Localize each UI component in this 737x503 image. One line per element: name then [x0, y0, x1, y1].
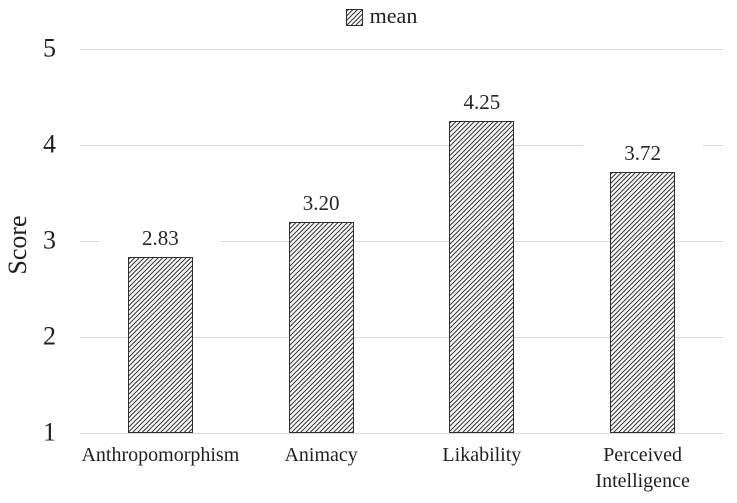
gridline: [80, 240, 723, 242]
bar-animacy: [288, 221, 354, 433]
x-category-label: Animacy: [284, 444, 358, 466]
y-tick-label: 5: [43, 33, 56, 63]
plot-area: 2.83 3.20 4.25 3.72: [80, 48, 723, 434]
x-category-label: Perceived Intelligence: [595, 444, 690, 492]
value-label-likability: 4.25: [421, 90, 542, 114]
gridline: [80, 48, 723, 50]
gridline: [80, 432, 723, 434]
y-tick-label: 3: [43, 225, 56, 255]
bar-likability: [449, 121, 515, 433]
bar-anthropomorphism: [127, 257, 193, 433]
value-label-animacy: 3.20: [261, 191, 382, 215]
value-label-perceived-intelligence: 3.72: [582, 141, 703, 165]
gridline: [80, 144, 723, 146]
y-tick-label: 4: [43, 129, 56, 159]
x-category-label: Anthropomorphism: [81, 444, 240, 466]
legend-label: mean: [369, 3, 418, 28]
legend-swatch-hatch-icon: [345, 8, 363, 26]
x-axis-labels: Anthropomorphism Animacy Likability Perceiv…: [80, 442, 723, 500]
legend: mean: [13, 4, 737, 30]
bar-perceived-intelligence: [610, 171, 676, 433]
y-tick-label: 2: [43, 321, 56, 351]
y-axis-tick-labels: 1 2 3 4 5: [0, 35, 56, 445]
gridline: [80, 336, 723, 338]
y-tick-label: 1: [43, 417, 56, 447]
x-category-label: Likability: [442, 444, 522, 466]
value-label-anthropomorphism: 2.83: [100, 227, 221, 251]
